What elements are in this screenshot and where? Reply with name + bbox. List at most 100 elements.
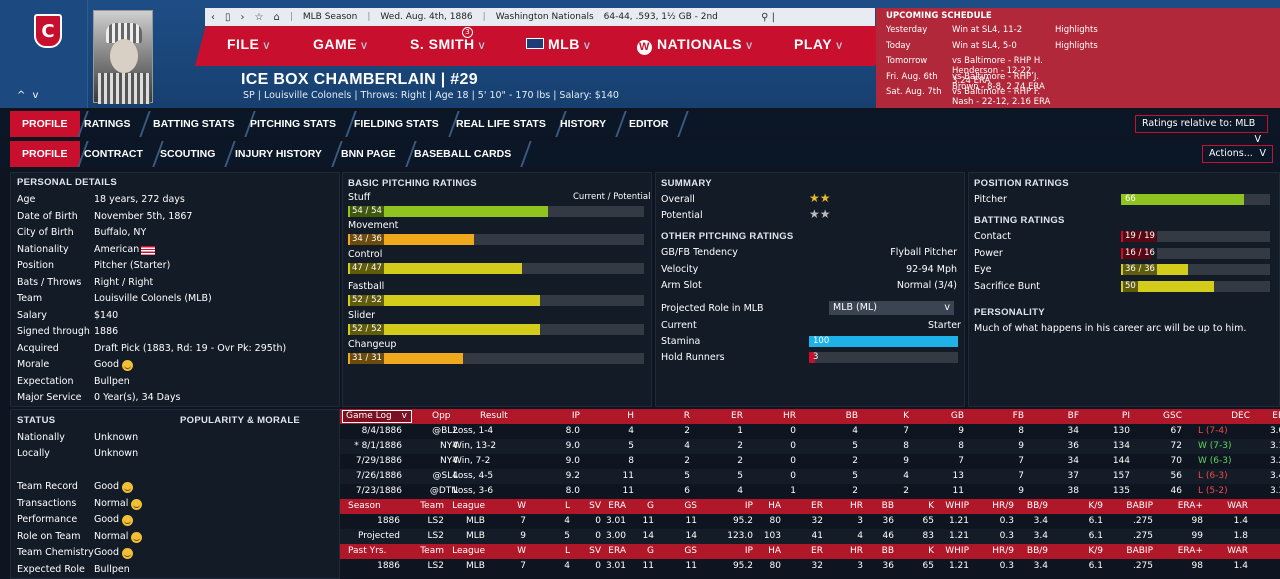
gamelog-col-header[interactable]: ERA [1272,411,1280,421]
stats-col-header[interactable]: HA [768,501,781,511]
stats-col-header[interactable]: BABIP [1126,501,1153,511]
stats-col-header[interactable]: Season [348,501,381,511]
stats-col-header[interactable]: HR/9 [992,546,1014,556]
stats-col-header[interactable]: ERA+ [1177,546,1203,556]
subtab-injury-history[interactable]: INJURY HISTORY [223,141,334,167]
gamelog-col-header[interactable]: PI [1121,411,1130,421]
forward-icon[interactable]: › [240,11,245,23]
tab-fielding-stats[interactable]: FIELDING STATS [342,111,451,137]
stats-col-header[interactable]: SV [589,546,601,556]
stats-col-header[interactable]: K [928,546,934,556]
stats-col-header[interactable]: BB [881,546,894,556]
stats-col-header[interactable]: BABIP [1126,546,1153,556]
stats-col-header[interactable]: ERA+ [1177,501,1203,511]
tab-batting-stats[interactable]: BATTING STATS [141,111,247,137]
subtab-bnn-page[interactable]: BNN PAGE [329,141,408,167]
gamelog-col-header[interactable]: IP [571,411,580,421]
gamelog-col-header[interactable]: BF [1067,411,1079,421]
gamelog-col-header[interactable]: R [683,411,690,421]
stats-col-header[interactable]: K/9 [1088,501,1103,511]
nav-game[interactable]: GAME V [313,36,368,52]
tab-pitching-stats[interactable]: PITCHING STATS [238,111,348,137]
nav-play[interactable]: PLAY V [794,36,843,52]
actions-dropdown[interactable]: Actions... V [1202,145,1273,163]
stats-col-header[interactable]: G [647,501,654,511]
tab-real-life-stats[interactable]: REAL LIFE STATS [444,111,558,137]
collapse-arrows[interactable]: ^ v [17,90,41,101]
subtab-baseball-cards[interactable]: BASEBALL CARDS [402,141,523,167]
team-logo-icon[interactable]: C [34,14,62,48]
nav-league[interactable]: MLB V [526,36,590,52]
projected-role-select[interactable]: MLB (ML) v [829,301,954,315]
highlights-link[interactable]: Highlights [1055,40,1098,51]
nav-file[interactable]: FILE V [227,36,270,52]
stats-col-header[interactable]: WHIP [945,546,969,556]
stats-col-header[interactable]: IP [744,546,753,556]
stats-col-header[interactable]: WAR [1227,546,1248,556]
tab-ratings[interactable]: RATINGS [72,111,142,137]
home-icon[interactable]: ⌂ [273,11,280,23]
subtab-contract[interactable]: CONTRACT [72,141,155,167]
stats-col-header[interactable]: HR [849,546,863,556]
gamelog-row[interactable]: 7/29/1886 NY4 Win, 7-2 9.0 8 2 2 0 2 9 7 7 34 144 70 W … [340,454,1280,469]
gamelog-row[interactable]: * 8/1/1886 NY4 Win, 13-2 9.0 5 4 2 0 5 8 8 9 36 134 72… [340,439,1280,454]
stats-col-header[interactable]: IP [744,501,753,511]
stats-col-header[interactable]: WHIP [945,501,969,511]
stats-col-header[interactable]: Team [420,501,444,511]
gamelog-col-header[interactable]: ER [731,411,743,421]
tab-history[interactable]: HISTORY [548,111,618,137]
search-icon[interactable]: ⚲ | [761,11,775,23]
stats-col-header[interactable]: GS [684,546,697,556]
gamelog-col-header[interactable]: HR [782,411,796,421]
stats-col-header[interactable]: L [564,546,570,556]
gamelog-col-header[interactable]: GSC [1163,411,1182,421]
stats-col-header[interactable]: G [647,546,654,556]
gamelog-col-header[interactable]: DEC [1231,411,1250,421]
stats-col-header[interactable]: W [517,501,526,511]
gamelog-dropdown[interactable]: Game Log v [342,410,412,423]
stats-col-header[interactable]: ERA [608,501,626,511]
star-icon[interactable]: ☆ [254,11,264,23]
stats-col-header[interactable]: BB/9 [1026,501,1048,511]
stats-col-header[interactable]: WAR [1227,501,1248,511]
tab-profile[interactable]: PROFILE [10,111,80,137]
detail-value[interactable]: Louisville Colonels (MLB) [94,293,212,304]
gamelog-row[interactable]: 7/26/1886 @SL4 Loss, 4-5 9.2 11 5 5 0 5 4 13 7 37 157… [340,469,1280,484]
nav-manager[interactable]: S. SMITH V [410,36,486,52]
gamelog-col-header[interactable]: Result [480,411,508,421]
gamelog-col-header[interactable]: FB [1012,411,1024,421]
stats-col-header[interactable]: GS [684,501,697,511]
stats-col-header[interactable]: League [452,546,485,556]
stats-col-header[interactable]: W [517,546,526,556]
window-icon[interactable]: ▯ [225,11,231,23]
stats-col-header[interactable]: ER [811,546,823,556]
stats-col-header[interactable]: League [452,501,485,511]
gamelog-col-header[interactable]: GB [950,411,964,421]
stats-col-header[interactable]: Past Yrs. [348,546,387,556]
stats-col-header[interactable]: ERA [608,546,626,556]
stats-col-header[interactable]: L [564,501,570,511]
gamelog-col-header[interactable]: BB [845,411,858,421]
stats-col-header[interactable]: HR/9 [992,501,1014,511]
gamelog-col-header[interactable]: Opp [432,411,451,421]
tab-editor[interactable]: EDITOR [617,111,680,137]
gamelog-row[interactable]: 8/4/1886 @BL2 Loss, 1-4 8.0 4 2 1 0 4 7 9 8 34 130 67 L… [340,424,1280,439]
gamelog-row[interactable]: 7/23/1886 @DTN Loss, 3-6 8.0 11 6 4 1 2 2 11 9 38 135… [340,484,1280,499]
stats-col-header[interactable]: Team [420,546,444,556]
back-icon[interactable]: ‹ [211,11,215,23]
stats-col-header[interactable]: BB [881,501,894,511]
stats-col-header[interactable]: HR [849,501,863,511]
stats-col-header[interactable]: HA [768,546,781,556]
highlights-link[interactable]: Highlights [1055,25,1098,35]
subtab-scouting[interactable]: SCOUTING [148,141,227,167]
stats-col-header[interactable]: ER [811,501,823,511]
stats-col-header[interactable]: BB/9 [1026,546,1048,556]
stats-col-header[interactable]: SV [589,501,601,511]
stats-col-header[interactable]: K/9 [1088,546,1103,556]
nav-team[interactable]: W NATIONALS V [637,36,753,55]
gamelog-col-header[interactable]: K [903,411,909,421]
ratings-relative-dropdown[interactable]: Ratings relative to: MLB V [1135,115,1268,145]
stats-col-header[interactable]: K [928,501,934,511]
gamelog-col-header[interactable]: H [627,411,634,421]
subtab-profile[interactable]: PROFILE [10,141,80,167]
